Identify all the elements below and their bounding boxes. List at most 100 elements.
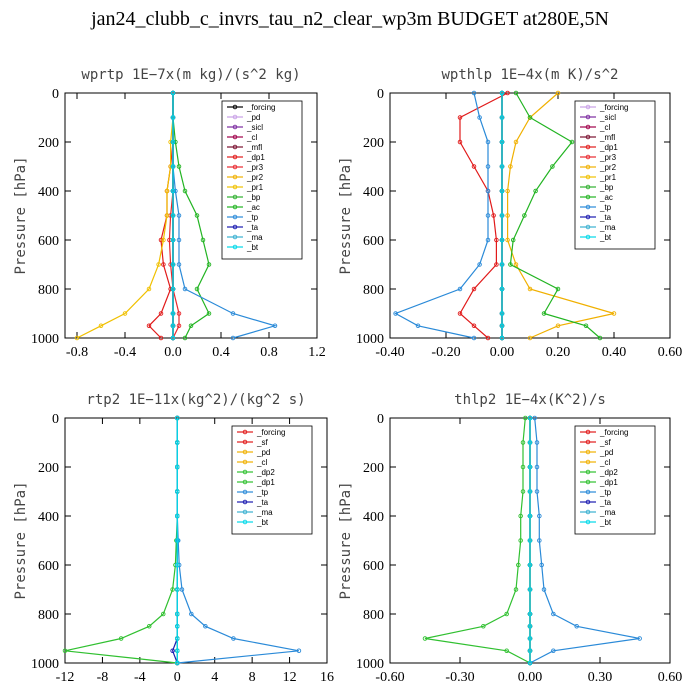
series-point <box>161 262 166 267</box>
legend-label: _bt <box>256 518 269 527</box>
series-point <box>176 213 182 218</box>
series-point <box>527 624 533 629</box>
series-line-dp1 <box>148 93 174 339</box>
series-point <box>527 286 533 292</box>
legend-marker <box>585 469 591 475</box>
series-point <box>504 611 509 617</box>
series-point <box>146 624 152 629</box>
series-point <box>230 335 236 341</box>
x-tick-label: 8 <box>249 670 256 685</box>
series-point <box>164 188 170 194</box>
series-point <box>170 262 176 267</box>
legend-label: _dp2 <box>599 468 618 477</box>
y-tick-label: 1000 <box>356 332 384 347</box>
series-point <box>170 139 176 145</box>
legend-label: _sf <box>599 438 611 447</box>
legend-label: _forcing <box>599 428 628 437</box>
series-point <box>175 464 180 470</box>
legend-label: _tp <box>599 203 612 212</box>
legend-label: _ma <box>599 223 616 232</box>
series-point <box>160 611 166 617</box>
x-tick-label: 0 <box>174 670 181 685</box>
legend-label: _pd <box>256 448 270 457</box>
series-point <box>422 636 428 641</box>
y-tick-label: 0 <box>52 412 59 427</box>
legend-marker <box>242 509 248 515</box>
legend-marker <box>585 459 591 465</box>
series-point <box>597 335 603 341</box>
series-point <box>471 164 477 169</box>
legend-marker <box>585 519 591 525</box>
legend-label: _dp1 <box>599 143 618 152</box>
series-point <box>457 286 463 292</box>
legend-label: _bt <box>246 243 259 252</box>
series-point <box>527 464 533 470</box>
y-tick-label: 600 <box>363 559 384 574</box>
panel-4: thlp2 1E−4x(K^2)/s Pressure [hPa] -0.60 -0.… <box>338 392 682 685</box>
x-tick-label: 0.0 <box>164 345 182 360</box>
series-point <box>569 139 575 145</box>
series-point <box>494 237 499 243</box>
series-point <box>534 489 540 494</box>
legend-label: _ma <box>599 508 616 517</box>
series-point <box>175 489 180 494</box>
series-point <box>170 164 176 169</box>
series-point <box>485 335 491 341</box>
series-point <box>182 188 188 194</box>
series-point <box>170 311 176 316</box>
x-tick-label: -0.60 <box>375 670 404 685</box>
legend-marker <box>585 204 591 210</box>
series-point <box>527 648 533 654</box>
legend-label: _forcing <box>599 103 628 112</box>
legend-label: _sicl <box>246 123 263 132</box>
y-tick-label: 600 <box>38 559 59 574</box>
legend-marker <box>242 469 248 475</box>
y-tick-label: 400 <box>363 185 384 200</box>
legend-label: _bt <box>599 233 612 242</box>
legend-marker <box>585 184 591 190</box>
x-tick-label: -8 <box>97 670 109 685</box>
series-point <box>98 323 104 329</box>
series-point <box>499 90 505 96</box>
series-point <box>164 213 170 218</box>
series-point <box>520 440 526 445</box>
x-tick-label: -12 <box>56 670 75 685</box>
legend-label: _ta <box>256 498 269 507</box>
x-tick-label: -0.8 <box>66 345 88 360</box>
legend-marker <box>242 479 248 485</box>
legend-label: _sf <box>256 438 268 447</box>
series-point <box>534 464 540 470</box>
series-point <box>532 415 537 421</box>
legend-marker <box>585 509 591 515</box>
legend-label: _bt <box>599 518 612 527</box>
legend-marker <box>232 194 238 200</box>
series-point <box>499 286 505 292</box>
legend-label: _dp2 <box>256 468 275 477</box>
legend-label: _forcing <box>246 103 275 112</box>
series-point <box>471 335 477 341</box>
y-axis-label: Pressure [hPa] <box>338 481 354 599</box>
y-axis-label: Pressure [hPa] <box>13 156 29 274</box>
series-point <box>541 311 547 316</box>
series-point <box>170 648 175 654</box>
x-tick-label: 0.00 <box>490 345 515 360</box>
legend-marker <box>242 429 248 435</box>
series-point <box>189 611 194 617</box>
series-point <box>527 440 533 445</box>
legend-label: _pr3 <box>246 163 264 172</box>
series-point <box>158 311 164 316</box>
legend-label: _dp1 <box>256 478 275 487</box>
series-line-tp <box>394 92 489 339</box>
legend-marker <box>232 164 238 170</box>
series-point <box>513 587 519 592</box>
legend-marker <box>585 164 591 170</box>
legend-marker <box>232 224 238 230</box>
series-point <box>161 237 166 243</box>
legend-marker <box>585 214 591 220</box>
x-tick-label: 0.60 <box>658 670 683 685</box>
series-point <box>505 213 510 218</box>
series-point <box>533 188 538 194</box>
legend-label: _ta <box>599 498 612 507</box>
series-point <box>230 311 236 316</box>
series-point <box>555 286 561 292</box>
